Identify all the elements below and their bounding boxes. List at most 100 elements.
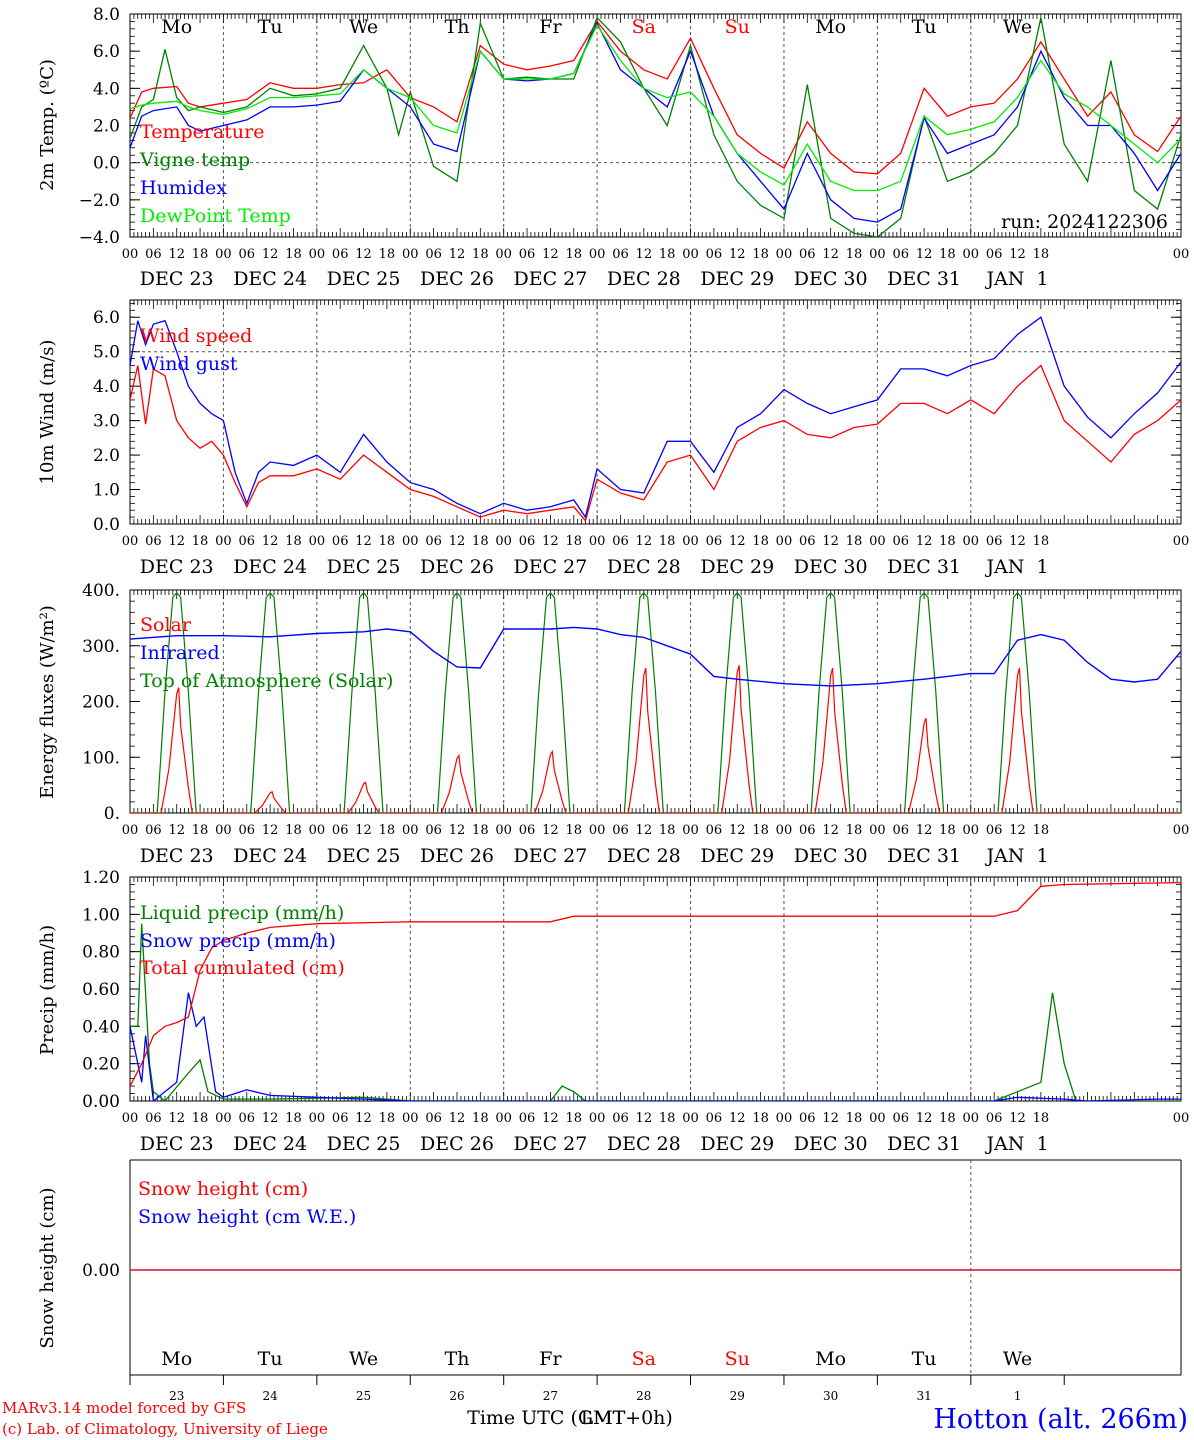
x-hour-tick-label: 12: [542, 1111, 559, 1126]
x-date-label: DEC 31: [887, 268, 961, 290]
x-hour-tick-label: 06: [145, 1111, 162, 1126]
x-date-label: DEC 28: [607, 1133, 681, 1155]
y-tick-label: 0.: [104, 804, 120, 824]
x-hour-tick-label: 06: [892, 823, 909, 838]
legend-entry: Snow precip (mm/h): [140, 930, 336, 952]
series-humidex-line: [130, 21, 1181, 223]
x-hour-tick-label: 18: [752, 1111, 769, 1126]
x-hour-tick-label: 06: [332, 1111, 349, 1126]
day-name-top: Sa: [632, 16, 656, 38]
x-hour-tick-label: 18: [285, 534, 302, 549]
x-date-label: DEC 30: [794, 1133, 868, 1155]
x-hour-tick-label: 12: [729, 1111, 746, 1126]
day-name-bottom: We: [1003, 1348, 1032, 1370]
x-hour-tick-label: 06: [519, 247, 536, 262]
x-hour-tick-label: 12: [636, 1111, 653, 1126]
x-hour-tick-label: 06: [986, 823, 1003, 838]
x-date-label: DEC 31: [887, 556, 961, 578]
x-hour-tick-label: 06: [425, 534, 442, 549]
y-tick-label: 1.20: [82, 868, 120, 888]
x-hour-tick-label: 00: [869, 247, 886, 262]
day-name-bottom: Fr: [539, 1348, 562, 1370]
x-hour-tick-label: 12: [168, 823, 185, 838]
x-hour-tick-label: 12: [449, 823, 466, 838]
day-name-bottom: Tu: [912, 1348, 937, 1370]
x-hour-tick-label: 00: [1173, 534, 1190, 549]
day-number: 30: [823, 1389, 838, 1403]
x-hour-tick-label: 00: [776, 1111, 793, 1126]
x-hour-tick-label: 18: [472, 247, 489, 262]
x-hour-tick-label: 06: [332, 823, 349, 838]
x-hour-tick-label: 06: [612, 823, 629, 838]
x-hour-tick-label: 00: [682, 534, 699, 549]
x-date-label: JAN 1: [984, 1133, 1048, 1155]
day-name-top: Mo: [815, 16, 846, 38]
x-hour-tick-label: 12: [355, 823, 372, 838]
x-hour-tick-label: 00: [1173, 823, 1190, 838]
y-tick-label: 5.0: [93, 343, 120, 363]
day-number: 28: [636, 1389, 651, 1403]
x-date-label: DEC 25: [327, 556, 401, 578]
x-hour-tick-label: 00: [776, 823, 793, 838]
x-hour-tick-label: 00: [776, 534, 793, 549]
x-hour-tick-label: 00: [682, 823, 699, 838]
x-hour-tick-label: 18: [659, 1111, 676, 1126]
x-date-label: DEC 30: [794, 845, 868, 867]
x-hour-tick-label: 18: [192, 823, 209, 838]
series-liquid-precip-mm-h--line: [130, 923, 1181, 1101]
plot-area: [130, 316, 1181, 522]
legend-entry: Infrared: [140, 642, 220, 664]
x-hour-tick-label: 00: [402, 534, 419, 549]
x-hour-tick-label: 00: [963, 534, 980, 549]
x-hour-tick-label: 06: [332, 247, 349, 262]
x-hour-tick-label: 12: [822, 823, 839, 838]
x-hour-tick-label: 06: [612, 534, 629, 549]
x-hour-tick-label: 12: [168, 1111, 185, 1126]
x-hour-tick-label: 12: [822, 247, 839, 262]
day-name-top: Th: [445, 16, 470, 38]
x-hour-tick-label: 12: [262, 823, 279, 838]
x-hour-tick-label: 06: [706, 823, 723, 838]
legend-entry: Temperature: [140, 121, 264, 143]
legend-entry: Wind gust: [140, 353, 238, 375]
x-hour-tick-label: 06: [239, 823, 256, 838]
x-hour-tick-label: 18: [752, 534, 769, 549]
credit-line-2: (c) Lab. of Climatology, University of L…: [2, 1420, 328, 1438]
x-hour-tick-label: 06: [612, 1111, 629, 1126]
x-hour-tick-label: 00: [495, 247, 512, 262]
x-hour-tick-label: 06: [799, 823, 816, 838]
x-hour-tick-label: 12: [636, 247, 653, 262]
x-hour-tick-label: 18: [939, 1111, 956, 1126]
x-hour-tick-label: 06: [706, 534, 723, 549]
y-tick-label: 1.00: [82, 905, 120, 925]
x-hour-tick-label: 12: [729, 534, 746, 549]
x-hour-tick-label: 18: [846, 823, 863, 838]
x-hour-tick-label: 00: [402, 1111, 419, 1126]
day-name-bottom: We: [349, 1348, 378, 1370]
x-hour-tick-label: 00: [776, 247, 793, 262]
x-hour-tick-label: 12: [168, 534, 185, 549]
x-hour-tick-label: 12: [916, 1111, 933, 1126]
x-date-label: DEC 24: [233, 845, 307, 867]
x-hour-tick-label: 12: [262, 534, 279, 549]
x-hour-tick-label: 18: [1033, 247, 1050, 262]
x-hour-tick-label: 18: [752, 247, 769, 262]
day-name-top: Tu: [258, 16, 283, 38]
x-hour-tick-label: 00: [495, 823, 512, 838]
day-name-top: Su: [725, 16, 750, 38]
x-hour-tick-label: 12: [822, 1111, 839, 1126]
day-number: 24: [262, 1389, 278, 1403]
x-date-label: JAN 1: [984, 845, 1048, 867]
x-hour-tick-label: 18: [846, 1111, 863, 1126]
y-tick-label: 6.0: [93, 308, 120, 328]
x-hour-tick-label: 12: [1009, 534, 1026, 549]
day-number: 27: [543, 1389, 558, 1403]
x-hour-tick-label: 06: [239, 247, 256, 262]
x-hour-tick-label: 00: [589, 1111, 606, 1126]
x-hour-tick-label: 00: [122, 534, 139, 549]
x-hour-tick-label: 18: [379, 823, 396, 838]
x-hour-tick-label: 12: [449, 534, 466, 549]
day-name-top: Fr: [539, 16, 562, 38]
day-number: 23: [169, 1389, 184, 1403]
x-hour-tick-label: 00: [589, 534, 606, 549]
